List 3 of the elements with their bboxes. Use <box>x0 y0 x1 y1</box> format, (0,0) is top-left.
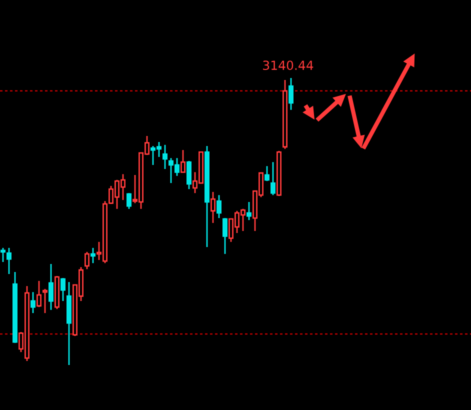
text: 3140.44 <box>263 60 314 70</box>
candlestick <box>66 281 72 366</box>
candlestick <box>162 144 168 170</box>
